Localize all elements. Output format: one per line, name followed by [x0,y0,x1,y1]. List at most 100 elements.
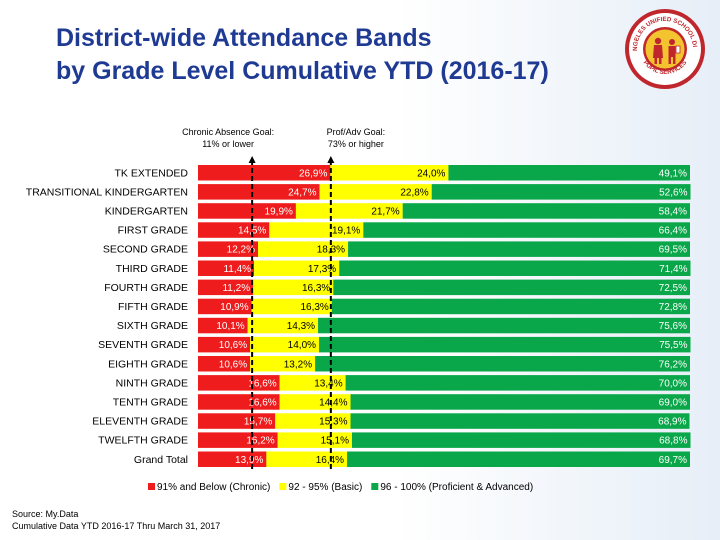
title-line-1: District-wide Attendance Bands [56,24,432,52]
category-label: FOURTH GRADE [104,282,188,294]
category-label: SEVENTH GRADE [98,339,188,351]
data-label: 75,6% [659,321,687,332]
category-label: FIRST GRADE [118,225,188,237]
bar-segment-chronic [198,203,296,219]
goal-label: 11% or lower [202,139,254,149]
data-label: 72,5% [659,283,687,294]
legend-label: 92 - 95% (Basic) [288,482,362,493]
bar-segment-chronic [198,260,255,276]
bar-segment-proficient [347,451,690,467]
bar-segment-basic [251,298,332,315]
data-label: 16,2% [246,436,274,447]
category-label: ELEVENTH GRADE [92,416,188,428]
data-label: 19,1% [332,226,360,237]
data-label: 17,3% [308,264,336,275]
bar-segment-chronic [198,165,331,181]
data-label: 69,5% [659,245,687,256]
bar-segment-proficient [333,279,690,296]
data-label: 12,2% [227,245,255,256]
data-label: 11,4% [223,264,251,275]
bar-segment-chronic [198,317,248,334]
data-label: 10,6% [219,340,247,351]
legend-swatch [279,483,287,490]
bar-segment-basic [295,203,403,219]
bar-segment-chronic [198,394,280,410]
data-label: 13,9% [235,455,263,466]
bar-segment-proficient [319,336,691,353]
category-label: SIXTH GRADE [117,320,188,332]
data-label: 15,7% [244,417,272,428]
source-line-1: Source: My.Data [12,509,79,519]
legend-swatch [148,483,155,490]
bar-segment-proficient [318,317,690,334]
bar-segment-basic [269,222,364,238]
data-label: 72,8% [659,302,687,313]
goal-label: Prof/Adv Goal: [327,127,386,137]
data-label: 14,0% [288,340,316,351]
category-label: TWELFTH GRADE [98,435,188,447]
data-label: 19,9% [265,206,293,217]
school-children-icon [653,37,681,64]
data-label: 16,3% [302,283,330,294]
goal-arrow [248,156,256,163]
legend-label: 96 - 100% (Proficient & Advanced) [380,482,533,493]
data-label: 69,7% [659,455,687,466]
bar-segment-basic [254,260,340,276]
bar-segment-chronic [198,279,254,296]
category-label: Grand Total [134,454,188,466]
bar-segment-chronic [198,413,276,429]
data-label: 11,2% [222,283,250,294]
category-label: THIRD GRADE [116,263,188,275]
category-label: TENTH GRADE [113,396,188,408]
data-label: 49,1% [659,168,687,179]
title-line-2: by Grade Level Cumulative YTD (2016-17) [56,57,549,85]
data-label: 16,6% [248,378,276,389]
data-label: 69,0% [659,397,687,408]
data-label: 15,3% [319,417,347,428]
bar-segment-basic [253,279,334,296]
legend-swatch [371,483,379,490]
goal-label: Chronic Absence Goal: [182,127,274,137]
data-label: 14,5% [238,226,266,237]
category-label: KINDERGARTEN [105,205,188,217]
bar-segment-proficient [339,260,691,276]
bar-segment-proficient [315,356,690,372]
legend-label: 91% and Below (Chronic) [157,482,270,493]
bar-segment-basic [319,184,432,200]
data-label: 76,2% [659,359,687,370]
category-label: TK EXTENDED [114,167,188,179]
bar-segment-chronic [198,375,280,391]
data-label: 16,3% [300,302,328,313]
category-label: EIGHTH GRADE [108,358,188,370]
category-label: NINTH GRADE [116,377,188,389]
data-label: 21,7% [371,206,399,217]
bar-segment-basic [277,432,352,448]
data-label: 24,7% [288,187,316,198]
category-label: FIFTH GRADE [118,301,188,313]
bar-segment-basic [279,394,351,410]
bar-segment-basic [250,356,316,372]
data-label: 66,4% [659,226,687,237]
data-label: 15,1% [321,436,349,447]
bar-segment-basic [279,375,346,391]
bar-segment-proficient [448,165,690,181]
data-label: 14,3% [287,321,315,332]
bar-segment-proficient [402,203,690,219]
bar-segment-basic [330,165,449,181]
bar-segment-basic [250,336,320,353]
bar-segment-proficient [350,394,690,410]
data-label: 10,6% [219,359,247,370]
bar-segment-proficient [350,413,690,429]
bar-segment-proficient [331,298,690,315]
data-label: 10,1% [216,321,244,332]
data-label: 24,0% [417,168,445,179]
bar-segment-proficient [363,222,690,238]
data-label: 26,9% [299,168,327,179]
chart-title: District-wide Attendance Bands by Grade … [56,22,616,88]
source-note: Source: My.Data Cumulative Data YTD 2016… [12,508,220,532]
data-label: 52,6% [659,187,687,198]
data-label: 16,6% [248,397,276,408]
attendance-bands-chart: Chronic Absence Goal: 11% or lower Prof/Ad… [26,127,691,493]
bar-segment-proficient [431,184,691,200]
bar-segment-proficient [345,375,690,391]
